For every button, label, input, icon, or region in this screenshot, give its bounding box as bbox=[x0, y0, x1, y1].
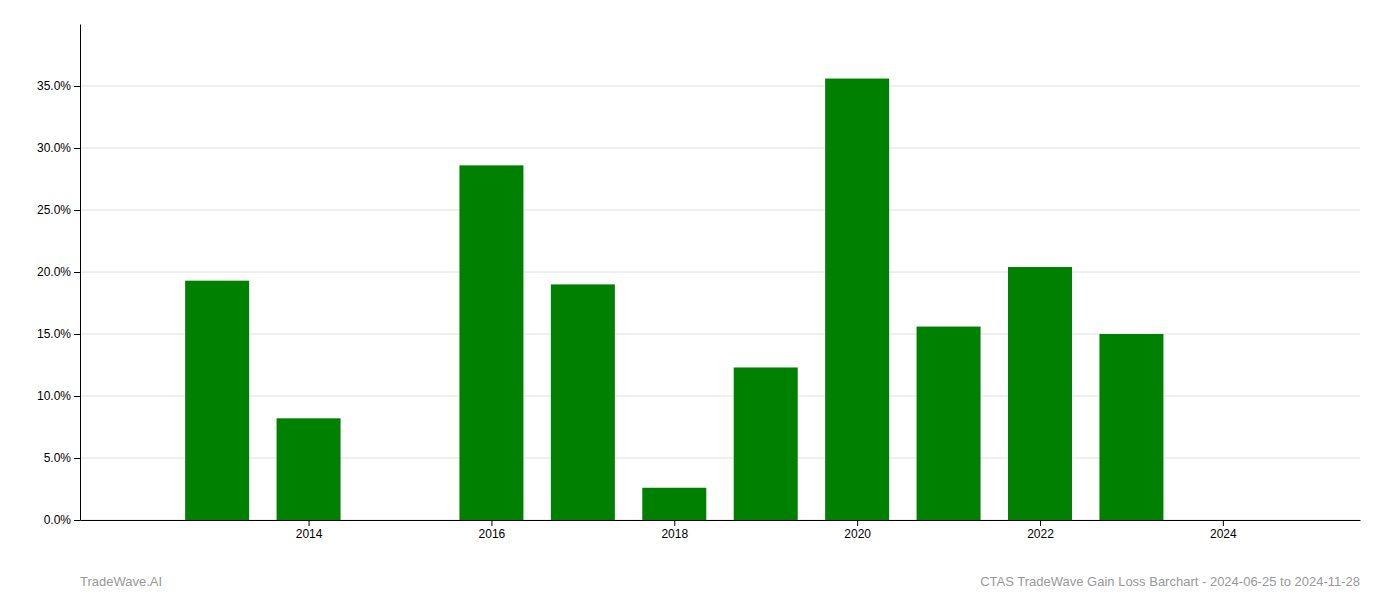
y-tick-label: 35.0% bbox=[37, 79, 71, 93]
x-tick: 2022 bbox=[1027, 520, 1054, 541]
x-tick: 2024 bbox=[1210, 520, 1237, 541]
bar bbox=[1099, 334, 1163, 520]
x-tick-mark bbox=[1040, 520, 1041, 526]
grid-line bbox=[80, 148, 1360, 149]
x-axis: 2014 2016 2018 2020 2022 2024 bbox=[81, 520, 1361, 541]
x-tick-mark bbox=[309, 520, 310, 526]
grid-line bbox=[80, 396, 1360, 397]
y-tick-mark bbox=[74, 334, 80, 335]
y-tick-mark bbox=[74, 210, 80, 211]
y-tick: 10.0% bbox=[37, 389, 80, 403]
x-tick: 2020 bbox=[844, 520, 871, 541]
bar bbox=[825, 79, 889, 520]
x-tick-mark bbox=[491, 520, 492, 526]
bar bbox=[185, 281, 249, 520]
x-tick-label: 2022 bbox=[1027, 527, 1054, 541]
plot: 0.0% 5.0% 10.0% 15.0% 20.0% 25.0% 30.0% 35.0% 20… bbox=[37, 25, 1361, 541]
footer-text: TradeWave.AI bbox=[80, 574, 162, 589]
x-tick-label: 2016 bbox=[479, 527, 506, 541]
y-tick-mark bbox=[74, 86, 80, 87]
x-tick-mark bbox=[857, 520, 858, 526]
y-tick-label: 0.0% bbox=[44, 513, 72, 527]
y-tick: 30.0% bbox=[37, 141, 80, 155]
footer-text: CTAS TradeWave Gain Loss Barchart - 2024… bbox=[980, 574, 1360, 589]
y-tick: 0.0% bbox=[44, 513, 80, 527]
y-tick-mark bbox=[74, 272, 80, 273]
y-tick: 25.0% bbox=[37, 203, 80, 217]
bars bbox=[185, 79, 1163, 520]
y-tick-label: 15.0% bbox=[37, 327, 71, 341]
y-tick-mark bbox=[74, 520, 80, 521]
y-tick: 15.0% bbox=[37, 327, 80, 341]
x-tick-label: 2020 bbox=[844, 527, 871, 541]
y-tick-label: 20.0% bbox=[37, 265, 71, 279]
bar bbox=[551, 284, 615, 520]
grid-line bbox=[80, 272, 1360, 273]
y-tick-label: 10.0% bbox=[37, 389, 71, 403]
bar bbox=[917, 327, 981, 520]
bar bbox=[459, 165, 523, 520]
y-tick-mark bbox=[74, 458, 80, 459]
x-tick: 2018 bbox=[661, 520, 688, 541]
grid-line bbox=[80, 86, 1360, 87]
bar bbox=[1008, 267, 1072, 520]
bar bbox=[277, 418, 341, 520]
y-tick-mark bbox=[74, 148, 80, 149]
grid-line bbox=[80, 210, 1360, 211]
grid-line bbox=[80, 334, 1360, 335]
chart: 0.0% 5.0% 10.0% 15.0% 20.0% 25.0% 30.0% 35.0% 20… bbox=[0, 0, 1400, 600]
y-tick: 5.0% bbox=[44, 451, 80, 465]
x-tick: 2016 bbox=[479, 520, 506, 541]
grid-line bbox=[80, 458, 1360, 459]
x-tick-label: 2024 bbox=[1210, 527, 1237, 541]
bar bbox=[642, 488, 706, 520]
grid-line bbox=[80, 520, 1360, 521]
footer: TradeWave.AI CTAS TradeWave Gain Loss Bar… bbox=[80, 574, 1360, 589]
y-axis-line bbox=[80, 25, 81, 521]
x-tick-mark bbox=[1223, 520, 1224, 526]
y-tick-label: 30.0% bbox=[37, 141, 71, 155]
bar bbox=[734, 367, 798, 520]
grid bbox=[80, 86, 1360, 520]
y-tick: 35.0% bbox=[37, 79, 80, 93]
y-axis: 0.0% 5.0% 10.0% 15.0% 20.0% 25.0% 30.0% 35.0% bbox=[37, 25, 81, 528]
y-tick-mark bbox=[74, 396, 80, 397]
y-tick-label: 25.0% bbox=[37, 203, 71, 217]
x-tick-label: 2014 bbox=[296, 527, 323, 541]
x-tick: 2014 bbox=[296, 520, 323, 541]
x-tick-label: 2018 bbox=[661, 527, 688, 541]
y-tick-label: 5.0% bbox=[44, 451, 72, 465]
y-tick: 20.0% bbox=[37, 265, 80, 279]
x-axis-line bbox=[81, 520, 1361, 521]
x-tick-mark bbox=[674, 520, 675, 526]
